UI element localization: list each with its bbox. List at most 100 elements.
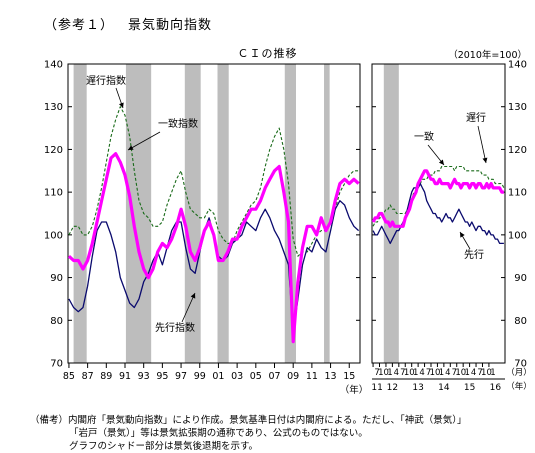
- recession-band: [284, 64, 296, 363]
- x-tick-label: 89: [100, 371, 112, 382]
- x-month-label: 1: [464, 368, 469, 378]
- x-tick-label: 95: [156, 371, 168, 382]
- main-series: [67, 106, 360, 344]
- x-year-label: 12: [387, 383, 398, 393]
- note-line: （備考）内閣府「景気動向指数」により作成。景気基準日付は内閣府による。ただし、「…: [30, 415, 467, 426]
- y-tick-label: 120: [44, 145, 63, 156]
- series-line-lagging: [372, 165, 505, 227]
- x-month-label: 1: [439, 368, 444, 378]
- annotation-arrow: [477, 125, 487, 164]
- annotation-arrowhead: [460, 232, 465, 238]
- recession-band: [324, 64, 330, 363]
- annotation-arrowhead: [438, 159, 444, 165]
- x-tick-label: 97: [175, 371, 187, 382]
- y-tick-label: 90: [50, 273, 63, 284]
- recession-band: [217, 64, 229, 363]
- x-month-label: 4: [419, 368, 424, 378]
- x-month-unit: （月）: [506, 367, 532, 378]
- y-tick-label: 140: [508, 60, 527, 71]
- annotation-arrowhead: [118, 102, 124, 108]
- y-tick-label: 90: [514, 273, 527, 284]
- x-tick-label: 11: [306, 371, 318, 382]
- x-tick-label: 13: [325, 371, 337, 382]
- x-month-label: 10: [455, 368, 466, 378]
- x-axis-unit: （年）: [340, 384, 369, 396]
- inset-plot-frame: [371, 63, 506, 364]
- x-year-label: 15: [464, 383, 475, 393]
- annotation-arrow: [181, 292, 196, 323]
- x-month-label: 1: [387, 368, 392, 378]
- x-month-label: 4: [471, 368, 476, 378]
- y-tick-label: 80: [50, 316, 63, 327]
- x-month-label: 7: [452, 368, 457, 378]
- inset-series: [371, 165, 505, 245]
- x-tick-label: 15: [343, 371, 355, 382]
- y-tick-label: 120: [508, 145, 527, 156]
- recession-band: [184, 64, 201, 363]
- recession-band: [383, 64, 399, 363]
- x-month-label: 1: [413, 368, 418, 378]
- y-tick-label: 100: [508, 230, 527, 241]
- page-title: 景気動向指数: [128, 18, 213, 33]
- x-month-label: 7: [374, 368, 379, 378]
- y-tick-label: 70: [514, 359, 527, 370]
- main-recession-shading: [73, 64, 330, 363]
- series-line-coincident: [67, 152, 360, 344]
- x-year-label: 11: [371, 383, 382, 393]
- annotation-arrowhead: [190, 293, 196, 299]
- y-tick-label: 80: [514, 316, 527, 327]
- annotation-coincident: 一致指数: [158, 117, 198, 130]
- annotation-arrowhead: [128, 145, 134, 150]
- reference-label: （参考１）: [44, 18, 115, 33]
- series-line-leading: [68, 200, 360, 334]
- note-line: 「岩戸（景気）」等は景気拡張期の通称であり、公式のものではない。: [69, 428, 368, 439]
- x-month-label: 7: [400, 368, 405, 378]
- x-tick-label: 99: [194, 371, 206, 382]
- x-month-label: 10: [404, 368, 415, 378]
- main-plot-frame: [67, 63, 361, 364]
- y-tick-label: 100: [44, 230, 63, 241]
- x-year-label: 16: [490, 383, 502, 393]
- x-tick-label: 91: [119, 371, 131, 382]
- note-line: グラフのシャドー部分は景気後退期を示す。: [69, 441, 259, 452]
- x-month-label: 4: [394, 368, 399, 378]
- recession-band: [125, 64, 152, 363]
- x-month-label: 10: [430, 368, 441, 378]
- x-tick-label: 07: [268, 371, 280, 382]
- annotation-coincident-inset: 一致: [414, 130, 434, 143]
- annotation-lagging: 遅行指数: [86, 74, 126, 87]
- x-tick-label: 01: [212, 371, 224, 382]
- x-month-label: 10: [378, 368, 389, 378]
- x-tick-label: 03: [231, 371, 243, 382]
- annotation-arrowhead: [482, 157, 488, 163]
- series-line-lagging: [68, 106, 359, 257]
- main-axes: 70 80 90 100 110 120 130 140 85 87 89 91 93 95 97 99 01 0…: [44, 60, 368, 397]
- y-tick-label: 130: [44, 102, 63, 113]
- base-year-note: （2010年=100）: [448, 50, 527, 61]
- x-month-label: 4: [445, 368, 450, 378]
- x-tick-label: 87: [82, 371, 94, 382]
- notes: （備考）内閣府「景気動向指数」により作成。景気基準日付は内閣府による。ただし、「…: [30, 414, 530, 453]
- annotation-leading: 先行指数: [155, 321, 195, 334]
- annotation-lagging-inset: 遅行: [466, 111, 486, 124]
- x-tick-label: 93: [138, 371, 150, 382]
- y-tick-label: 70: [50, 359, 63, 370]
- x-month-label: 10: [481, 368, 492, 378]
- recession-band: [73, 64, 87, 363]
- x-month-label: 7: [477, 368, 482, 378]
- x-month-label: 1: [490, 368, 495, 378]
- y-tick-label: 110: [44, 188, 63, 199]
- inset-recession-shading: [383, 64, 399, 363]
- annotation-leading-inset: 先行: [464, 248, 484, 261]
- x-tick-label: 05: [250, 371, 262, 382]
- series-line-coincident: [371, 169, 504, 228]
- chart-title: ＣＩの推移: [237, 47, 298, 60]
- y-tick-label: 130: [508, 102, 527, 113]
- x-year-label: 13: [412, 383, 423, 393]
- y-tick-label: 140: [44, 60, 63, 71]
- y-tick-label: 110: [508, 188, 527, 199]
- x-year-label: 14: [438, 383, 450, 393]
